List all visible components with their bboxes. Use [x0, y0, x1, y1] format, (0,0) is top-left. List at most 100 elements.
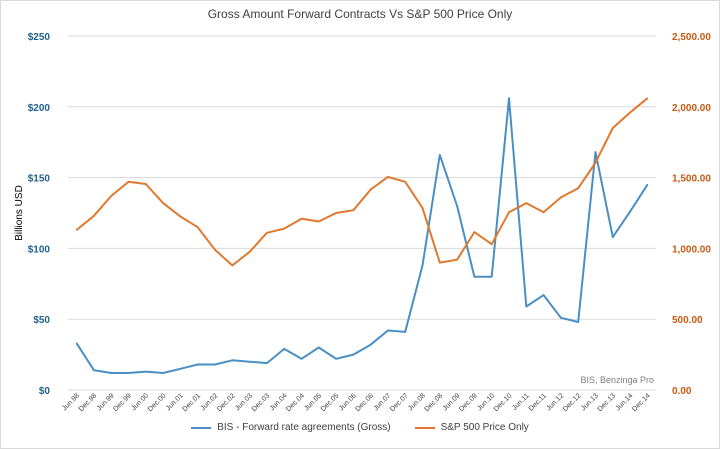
data-point [214, 249, 216, 251]
x-axis-tick-label: Dec.02 [216, 392, 237, 413]
right-axis-tick-label: 1,000.00 [672, 244, 711, 255]
right-axis-tick-label: 1,500.00 [672, 174, 711, 185]
data-point [214, 363, 216, 366]
data-point [231, 359, 234, 362]
data-point [93, 369, 95, 371]
data-point [646, 183, 649, 186]
x-axis-tick-label: Dec.08 [424, 392, 445, 413]
data-point [421, 207, 424, 209]
x-axis-tick-label: Dec.11 [528, 392, 548, 412]
legend-swatch-sp500 [414, 426, 435, 429]
data-point [421, 264, 424, 267]
x-axis-tick-label: Dec.06 [354, 392, 375, 413]
right-axis-tick-label: 2,000.00 [672, 103, 711, 114]
series-line-bis [75, 97, 649, 374]
data-point [369, 188, 372, 191]
x-axis-tick-label: Dec.04 [285, 392, 306, 413]
data-point [594, 161, 597, 164]
data-point [335, 358, 337, 360]
data-point [611, 236, 614, 238]
data-point [283, 348, 285, 350]
right-axis-tick-label: 500.00 [672, 315, 703, 326]
data-point [127, 372, 130, 374]
x-axis-tick-label: Dec.00 [147, 392, 168, 413]
data-point [75, 342, 78, 345]
data-point [542, 294, 545, 296]
data-point [525, 202, 528, 204]
data-point [594, 151, 597, 153]
data-point [369, 343, 372, 346]
data-point [490, 243, 493, 245]
data-point [404, 181, 407, 183]
data-point [577, 187, 579, 190]
data-point [317, 346, 320, 349]
x-axis-tick-label: Dec.12 [562, 392, 583, 413]
data-point [231, 264, 234, 267]
left-axis-tick-label: $150 [28, 174, 51, 185]
left-axis-tick-label: $100 [28, 244, 51, 255]
data-point [300, 358, 303, 360]
data-point [196, 226, 199, 228]
data-point [387, 176, 389, 178]
left-axis-tick-label: $200 [28, 103, 51, 114]
data-point [283, 227, 285, 230]
data-point [525, 305, 528, 308]
source-note: BIS, Benzinga Pro [580, 375, 654, 385]
data-point [110, 195, 113, 197]
legend-label-sp500: S&P 500 Price Only [440, 422, 529, 433]
data-point [127, 181, 130, 183]
data-point [629, 111, 631, 114]
data-point [456, 205, 458, 207]
data-point [196, 363, 199, 366]
x-axis-tick-label: Dec.10 [493, 392, 514, 413]
x-axis-tick-label: Dec.13 [597, 392, 618, 413]
data-point [508, 211, 510, 214]
data-point [300, 217, 303, 220]
data-point [473, 231, 476, 233]
left-axis-title: Billions USD [14, 185, 25, 241]
x-axis-tick-label: Dec.98 [78, 392, 99, 413]
data-point [162, 372, 164, 374]
legend-swatch-bis [191, 426, 212, 429]
data-point [248, 251, 251, 253]
data-point [439, 261, 441, 264]
data-point [162, 202, 164, 204]
data-point [456, 258, 458, 261]
x-axis-tick-label: Dec.07 [389, 392, 410, 413]
data-point [179, 367, 182, 370]
data-point [248, 360, 251, 363]
chart-title: Gross Amount Forward Contracts Vs S&P 50… [207, 7, 513, 21]
right-axis-tick-label: 0.00 [672, 386, 692, 397]
data-point [145, 370, 147, 373]
data-point [577, 321, 579, 323]
data-point [490, 275, 493, 278]
data-point [266, 232, 268, 234]
data-point [75, 229, 78, 231]
data-point [179, 215, 182, 218]
left-axis-tick-label: $250 [28, 32, 51, 43]
legend-item-sp500: S&P 500 Price Only [414, 422, 529, 433]
x-axis-tick-label: Dec.05 [320, 392, 341, 413]
data-point [335, 212, 337, 214]
right-axis-tick-label: 2,500.00 [672, 32, 711, 43]
series-line-sp500 [75, 97, 649, 267]
data-point [646, 97, 649, 100]
data-point [560, 196, 562, 199]
data-point [629, 210, 631, 213]
data-point [404, 331, 407, 333]
data-point [611, 127, 614, 129]
data-point [352, 353, 355, 356]
data-point [352, 209, 355, 211]
data-point [387, 329, 389, 332]
legend-item-bis: BIS - Forward rate agreements (Gross) [191, 422, 391, 433]
data-point [110, 372, 113, 374]
data-point [317, 220, 320, 223]
data-point [560, 316, 562, 319]
x-axis-tick-label: Dec.09 [458, 392, 479, 413]
x-axis-tick-label: Dec.99 [112, 392, 133, 413]
x-axis-tick-label: Dec.03 [251, 392, 272, 413]
data-point [266, 362, 268, 364]
left-axis-tick-label: $50 [33, 315, 50, 326]
